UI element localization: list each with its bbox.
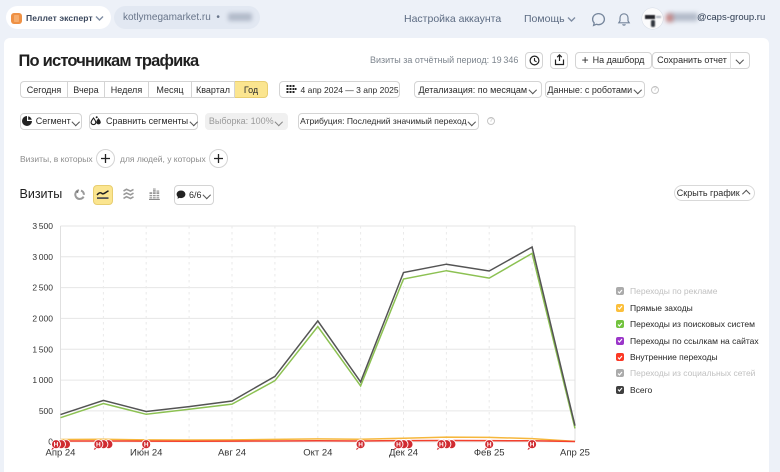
svg-text:Н: Н <box>358 441 363 448</box>
svg-text:Н: Н <box>54 441 59 448</box>
svg-text:Фев 25: Фев 25 <box>474 448 505 459</box>
svg-text:Н: Н <box>396 441 401 448</box>
svg-text:1 500: 1 500 <box>32 344 53 354</box>
svg-text:0: 0 <box>48 437 53 447</box>
svg-text:Дек 24: Дек 24 <box>389 448 418 459</box>
svg-text:500: 500 <box>39 406 53 416</box>
svg-text:2 500: 2 500 <box>32 283 53 293</box>
svg-text:Авг 24: Авг 24 <box>218 448 246 459</box>
svg-text:Апр 25: Апр 25 <box>560 448 590 459</box>
svg-text:Н: Н <box>144 441 149 448</box>
svg-text:3 500: 3 500 <box>32 221 53 231</box>
svg-text:Н: Н <box>530 441 535 448</box>
svg-text:1 000: 1 000 <box>32 375 53 385</box>
svg-text:Июн 24: Июн 24 <box>130 448 162 459</box>
svg-text:Н: Н <box>439 441 444 448</box>
svg-text:2 000: 2 000 <box>32 313 53 323</box>
svg-text:Окт 24: Окт 24 <box>303 448 332 459</box>
svg-text:Н: Н <box>96 441 101 448</box>
svg-text:Апр 24: Апр 24 <box>46 448 76 459</box>
svg-text:Н: Н <box>487 441 492 448</box>
svg-text:3 000: 3 000 <box>32 252 53 262</box>
